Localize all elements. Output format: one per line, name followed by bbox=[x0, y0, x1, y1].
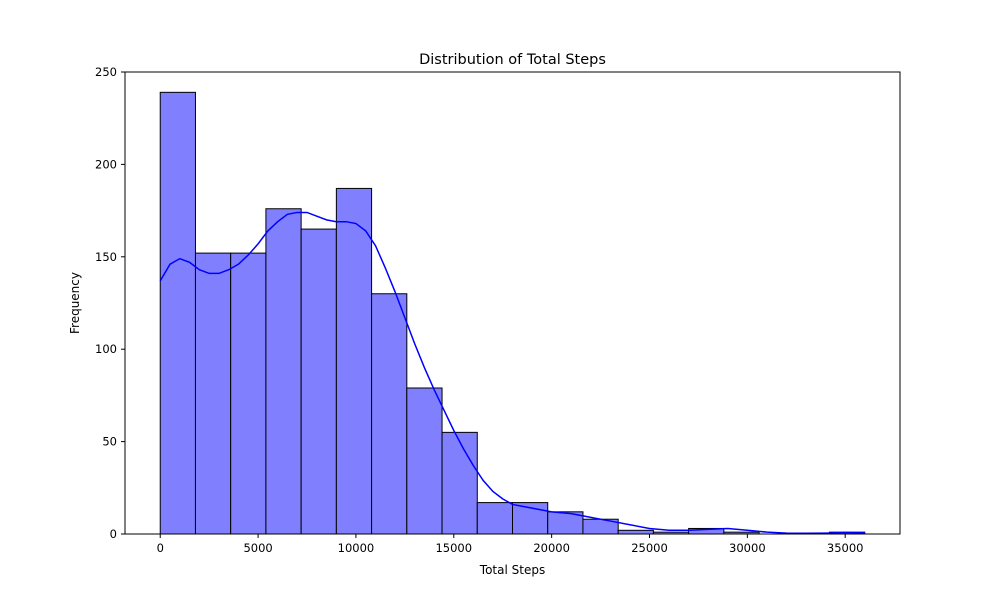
x-tick-label: 20000 bbox=[533, 541, 570, 555]
y-tick-label: 250 bbox=[95, 65, 117, 79]
y-axis-label: Frequency bbox=[68, 272, 82, 334]
histogram-bar bbox=[159, 91, 196, 535]
x-tick-label: 30000 bbox=[729, 541, 766, 555]
histogram-bar bbox=[335, 187, 373, 535]
x-axis-label: Total Steps bbox=[479, 563, 545, 577]
histogram-bar bbox=[230, 252, 267, 535]
y-tick-label: 0 bbox=[110, 527, 117, 541]
histogram-bar bbox=[265, 208, 302, 535]
x-tick-label: 25000 bbox=[631, 541, 668, 555]
x-axis-ticks: 0 5000 10000 15000 20000 25000 30000 35000 bbox=[157, 534, 864, 555]
y-tick-label: 150 bbox=[95, 250, 117, 264]
kde-curve bbox=[159, 211, 865, 535]
histogram-bar bbox=[617, 529, 654, 535]
y-tick-label: 50 bbox=[102, 435, 117, 449]
x-tick-label: 35000 bbox=[827, 541, 864, 555]
plot-frame bbox=[124, 71, 901, 535]
chart-title: Distribution of Total Steps bbox=[419, 52, 606, 68]
histogram-bar bbox=[300, 228, 337, 535]
y-axis-ticks: 0 50 100 150 200 250 bbox=[95, 65, 125, 541]
bars-layer bbox=[159, 91, 866, 535]
y-tick-label: 100 bbox=[95, 342, 117, 356]
histogram-bar bbox=[441, 431, 478, 535]
x-tick-label: 0 bbox=[157, 541, 164, 555]
x-tick-label: 15000 bbox=[435, 541, 472, 555]
histogram-bar bbox=[194, 252, 232, 535]
y-tick-label: 200 bbox=[95, 157, 117, 171]
histogram-bar bbox=[406, 387, 443, 535]
x-tick-label: 10000 bbox=[338, 541, 375, 555]
histogram-bar bbox=[476, 502, 514, 535]
x-tick-label: 5000 bbox=[243, 541, 272, 555]
histogram-bar bbox=[371, 293, 408, 535]
